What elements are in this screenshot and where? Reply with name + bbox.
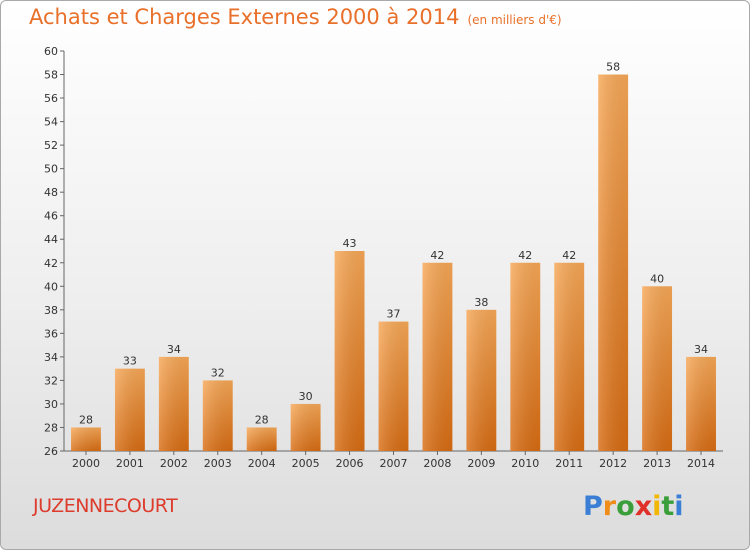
bar-value-label: 40 [650,272,664,285]
logo-letter: o [616,491,635,522]
x-tick-label: 2003 [204,457,232,470]
bar-shade-2000 [71,427,101,451]
bar-shade-2014 [686,356,716,451]
y-tick-label: 44 [44,233,58,246]
y-tick-label: 32 [44,374,58,387]
y-tick-label: 48 [44,186,58,199]
y-tick-label: 60 [44,45,58,58]
logo-letter: x [634,491,653,522]
bar-shade-2002 [158,356,189,451]
bar-shade-2010 [510,262,541,451]
bar-shade-2012 [598,74,629,451]
x-tick-label: 2005 [292,457,320,470]
y-tick-label: 50 [44,163,58,176]
bar-shade-2004 [246,427,277,451]
chart-subtitle: (en milliers d'€) [467,13,562,27]
logo-letter: i [674,491,684,522]
bar-value-label: 28 [79,413,93,426]
proxiti-logo: Proxiti [583,491,684,522]
y-tick-label: 34 [44,351,58,364]
logo-letter: i [652,491,662,522]
bar-shade-2003 [202,380,233,451]
bar-value-label: 33 [123,355,137,368]
bar-value-label: 34 [694,343,708,356]
x-tick-label: 2004 [248,457,276,470]
x-tick-label: 2013 [643,457,671,470]
bar-value-label: 43 [343,237,357,250]
bar-value-label: 42 [562,249,576,262]
x-tick-label: 2012 [599,457,627,470]
bar-shade-2011 [554,262,585,451]
logo-letter: t [661,491,675,522]
x-tick-label: 2007 [380,457,408,470]
x-tick-label: 2010 [511,457,539,470]
logo-letter: r [602,491,617,522]
bar-value-label: 37 [387,308,401,321]
y-tick-label: 54 [44,116,58,129]
x-tick-label: 2001 [116,457,144,470]
y-tick-label: 36 [44,327,58,340]
bar-value-label: 42 [430,249,444,262]
y-tick-label: 52 [44,139,58,152]
chart-labels: 28 33 34 32 28 30 43 37 42 38 42 42 58 40 34 [79,61,708,427]
bar-shade-2005 [290,403,321,451]
x-tick-label: 2006 [336,457,364,470]
logo-letter: P [583,491,603,522]
y-tick-label: 42 [44,257,58,270]
y-tick-label: 40 [44,280,58,293]
commune-name: JUZENNECOURT [33,495,178,517]
bar-value-label: 32 [211,366,225,379]
bar-value-label: 34 [167,343,181,356]
y-tick-label: 26 [44,445,58,458]
bar-shade-2013 [642,286,673,451]
x-tick-label: 2014 [687,457,715,470]
y-tick-label: 58 [44,69,58,82]
bar-value-label: 38 [474,296,488,309]
x-tick-label: 2002 [160,457,188,470]
bar-shade-2006 [334,251,365,451]
bar-value-label: 42 [518,249,532,262]
chart-axes: 26 28 30 32 34 36 38 40 42 44 46 48 50 52 54 56 58 60 2000… [44,45,723,470]
y-tick-label: 46 [44,210,58,223]
y-tick-label: 38 [44,304,58,317]
bar-shade-2008 [422,262,453,451]
bar-value-label: 58 [606,61,620,74]
x-tick-label: 2008 [423,457,451,470]
y-tick-label: 28 [44,421,58,434]
chart-title-text: Achats et Charges Externes 2000 à 2014 [29,5,460,29]
y-tick-label: 30 [44,398,58,411]
x-tick-label: 2011 [555,457,583,470]
bar-shade-2007 [378,321,409,451]
chart-bars [71,74,716,451]
y-tick-label: 56 [44,92,58,105]
bar-shade-2001 [114,368,145,451]
chart-title: Achats et Charges Externes 2000 à 2014 (e… [29,5,562,29]
bar-shade-2009 [466,309,497,451]
x-tick-label: 2009 [467,457,495,470]
x-tick-label: 2000 [72,457,100,470]
bar-value-label: 28 [255,413,269,426]
bar-value-label: 30 [299,390,313,403]
